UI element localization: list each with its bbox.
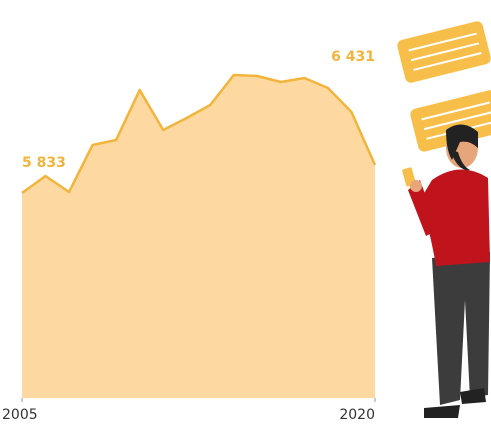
person [402,124,490,418]
x-tick-label: 2005 [2,407,38,423]
line [21,73,377,194]
x-tick-label: 2020 [339,407,375,423]
area [22,75,375,398]
plot: 5 833 6 431 2005 2020 [2,49,377,423]
value-label: 5 833 [22,155,66,171]
illustration [397,21,491,418]
value-label: 6 431 [331,49,375,65]
